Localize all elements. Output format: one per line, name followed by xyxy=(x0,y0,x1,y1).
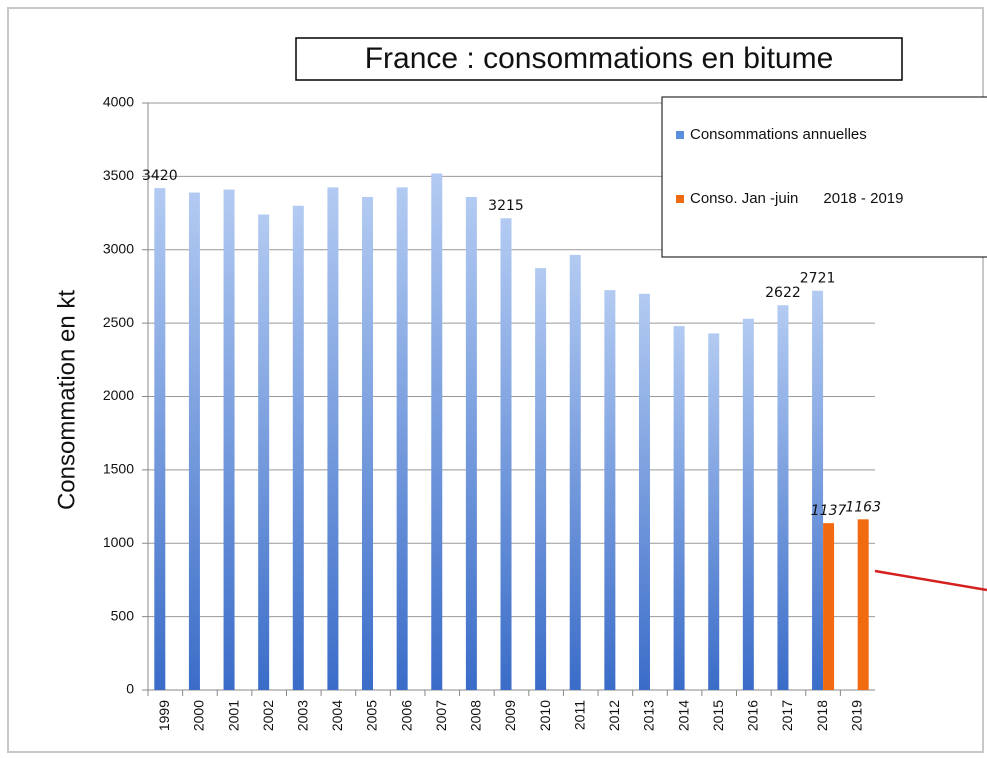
y-axis-label: Consommation en kt xyxy=(53,290,80,510)
x-tick-label: 2005 xyxy=(364,700,380,731)
x-tick-label: 2011 xyxy=(571,700,587,730)
bar xyxy=(327,187,339,690)
data-label: 1163 xyxy=(845,499,881,515)
x-tick-label: 2000 xyxy=(191,700,207,731)
bar xyxy=(223,189,235,690)
bar xyxy=(535,268,547,690)
y-tick-label: 1000 xyxy=(103,534,134,550)
x-tick-label: 2018 xyxy=(814,700,830,731)
bar xyxy=(569,254,581,691)
data-label: 3215 xyxy=(488,198,524,214)
bar xyxy=(292,205,304,690)
chart-title: France : consommations en bitume xyxy=(365,42,834,75)
x-tick-label: 2004 xyxy=(329,700,345,731)
bar xyxy=(742,318,754,690)
bar xyxy=(188,192,200,690)
bar xyxy=(431,173,443,690)
x-tick-label: 2009 xyxy=(502,700,518,731)
legend-swatch xyxy=(676,131,684,139)
x-tick-label: 2016 xyxy=(745,700,761,731)
bar xyxy=(823,523,835,690)
bar xyxy=(638,293,650,690)
x-tick-label: 2008 xyxy=(468,700,484,731)
y-tick-label: 500 xyxy=(111,607,135,623)
bar xyxy=(396,187,408,690)
x-tick-label: 2017 xyxy=(779,700,795,731)
y-tick-label: 2000 xyxy=(103,387,134,403)
bar xyxy=(465,196,477,691)
bar xyxy=(604,290,616,690)
data-label: 2721 xyxy=(800,271,836,287)
x-tick-label: 2019 xyxy=(848,700,864,731)
x-tick-label: 2002 xyxy=(260,700,276,731)
x-tick-label: 2012 xyxy=(606,700,622,731)
x-tick-label: 2003 xyxy=(294,700,310,731)
data-label: 3420 xyxy=(142,168,178,184)
x-tick-label: 2013 xyxy=(641,700,657,731)
data-label: 1137 xyxy=(811,503,847,519)
bar xyxy=(258,214,270,690)
y-tick-label: 3500 xyxy=(103,167,134,183)
x-tick-label: 2015 xyxy=(710,700,726,731)
y-tick-label: 0 xyxy=(126,681,134,697)
x-tick-label: 2001 xyxy=(225,700,241,731)
legend-swatch xyxy=(676,195,684,203)
y-tick-label: 2500 xyxy=(103,314,134,330)
y-tick-label: 1500 xyxy=(103,461,134,477)
bar xyxy=(673,326,685,690)
y-tick-label: 3000 xyxy=(103,240,134,256)
x-tick-label: 1999 xyxy=(156,700,172,731)
x-tick-label: 2014 xyxy=(675,700,691,731)
bar xyxy=(362,196,374,691)
arrow-line xyxy=(874,569,987,592)
data-label: 2622 xyxy=(765,285,801,301)
bar xyxy=(857,519,869,690)
bar xyxy=(500,218,512,691)
y-tick-label: 4000 xyxy=(103,94,134,110)
bar xyxy=(708,333,720,690)
title-box xyxy=(295,37,903,81)
bar xyxy=(777,305,789,690)
x-tick-label: 2006 xyxy=(398,700,414,731)
legend-label: Conso. Jan -juin 2018 - 2019 xyxy=(690,190,903,207)
x-tick-label: 2007 xyxy=(433,700,449,731)
legend-box xyxy=(661,96,987,258)
x-tick-label: 2010 xyxy=(537,700,553,731)
bar xyxy=(154,188,166,691)
bar xyxy=(812,290,824,690)
legend-label: Consommations annuelles xyxy=(690,126,867,143)
